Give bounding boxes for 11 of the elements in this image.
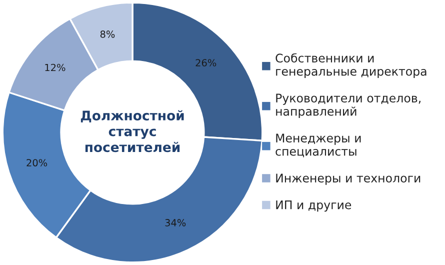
data-label: 12% bbox=[45, 64, 66, 72]
data-label: 20% bbox=[26, 159, 48, 166]
data-label: 26% bbox=[196, 59, 216, 66]
data-label: 8% bbox=[100, 30, 115, 38]
text: Должностной статус посетителей bbox=[80, 110, 184, 152]
data-label: 34% bbox=[165, 219, 186, 226]
legend-label: Руководители отделов, направлений bbox=[276, 94, 420, 118]
legend-label: ИП и другие bbox=[276, 200, 352, 212]
legend-label: Менеджеры и специалисты bbox=[276, 134, 361, 158]
legend-label: Инженеры и технологи bbox=[276, 174, 420, 185]
legend-label: Собственники и генеральные директора bbox=[276, 53, 426, 78]
